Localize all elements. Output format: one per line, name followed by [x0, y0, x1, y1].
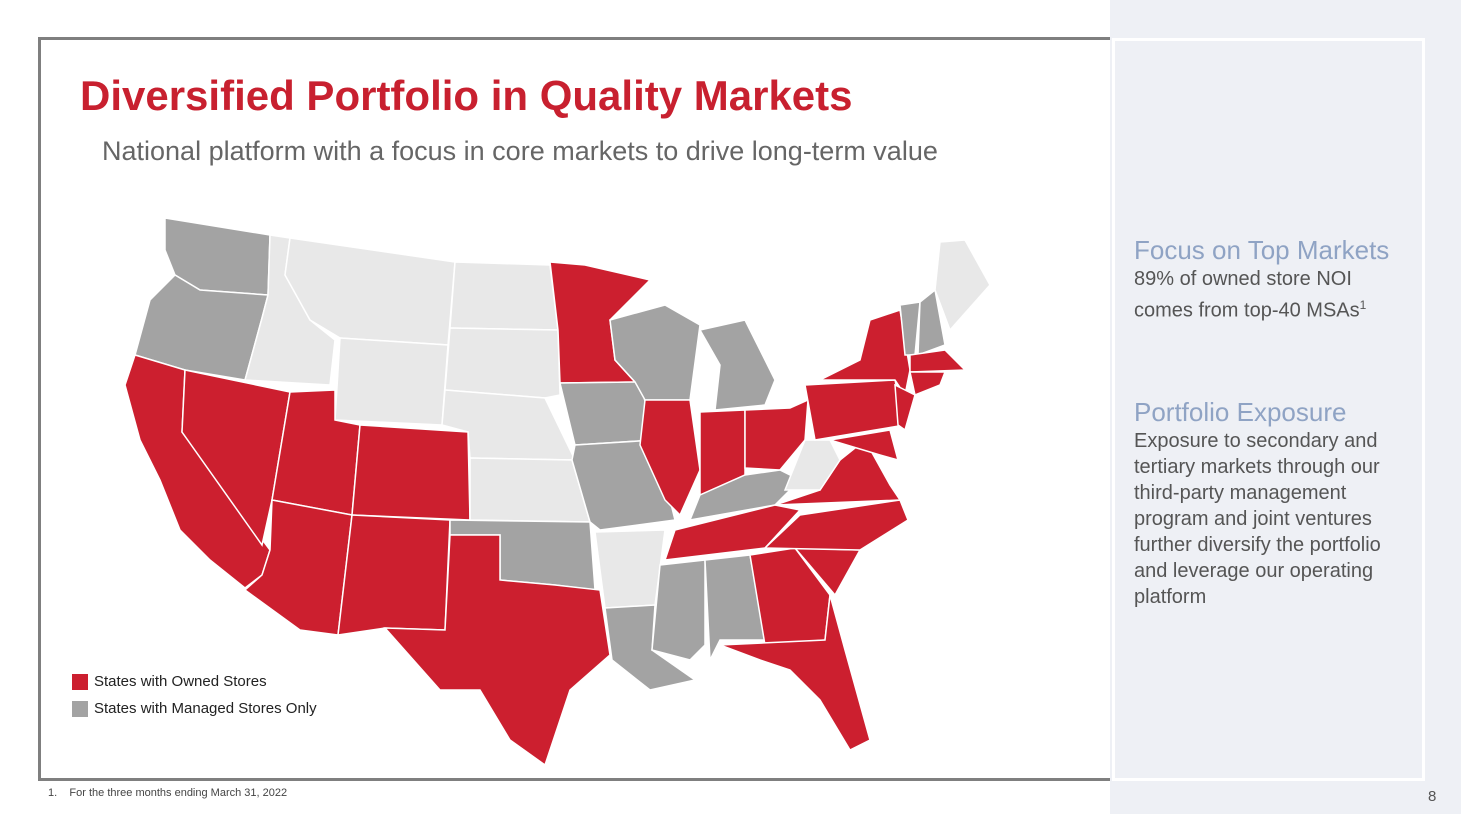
body-line: Exposure to secondary and [1134, 430, 1378, 452]
state-shape [698, 319, 776, 411]
state-shape [704, 554, 766, 663]
body-line: third-party management [1134, 482, 1347, 504]
body-line: platform [1134, 586, 1207, 608]
section-heading: Portfolio Exposure [1134, 397, 1347, 427]
us-map [124, 217, 991, 767]
footnote: 1. For the three months ending March 31,… [48, 787, 287, 799]
legend: States with Owned Stores States with Man… [72, 668, 317, 722]
state-shape [594, 529, 666, 609]
sidebar-panel [1110, 0, 1461, 814]
body-line: tertiary markets through our [1134, 456, 1380, 478]
body-line: further diversify the portfolio [1134, 534, 1381, 556]
state-shape [909, 371, 947, 397]
legend-label: States with Managed Stores Only [94, 700, 317, 717]
state-shape [909, 349, 967, 373]
state-shape [334, 337, 449, 426]
state-shape [383, 534, 611, 767]
body-line: comes from top-40 MSAs1 [1134, 292, 1454, 324]
body-text: comes from top-40 MSAs [1134, 299, 1360, 322]
state-shape [181, 369, 291, 547]
state-shape [469, 457, 592, 523]
state-shape [934, 239, 991, 332]
state-shape [651, 559, 706, 661]
state-shape [604, 604, 697, 691]
body-line: 89% of owned store NOI [1134, 268, 1352, 290]
footnote-text: For the three months ending March 31, 20… [69, 787, 288, 799]
state-shape [917, 288, 946, 357]
legend-label: States with Owned Stores [94, 673, 267, 690]
state-shape [337, 514, 451, 636]
state-shape [351, 424, 471, 521]
content-frame [38, 37, 1110, 781]
sidebar-section: Focus on Top Markets 89% of owned store … [1134, 234, 1454, 324]
section-heading: Focus on Top Markets [1134, 235, 1390, 265]
page-number: 8 [1428, 788, 1437, 805]
sidebar-frame [1112, 38, 1425, 781]
state-shape [639, 399, 701, 517]
subtitle: National platform with a focus in core m… [102, 136, 938, 166]
state-shape [783, 439, 841, 491]
state-shape [449, 261, 559, 331]
legend-item: States with Owned Stores [72, 668, 317, 695]
state-shape [829, 429, 900, 462]
legend-swatch [72, 700, 88, 717]
sidebar-section: Portfolio Exposure Exposure to secondary… [1134, 396, 1454, 610]
body-line: and leverage our operating [1134, 560, 1374, 582]
legend-item: States with Managed Stores Only [72, 695, 317, 722]
state-shape [763, 499, 909, 551]
superscript: 1 [1359, 298, 1367, 312]
state-shape [894, 383, 916, 432]
state-shape [719, 594, 871, 751]
body-line: program and joint ventures [1134, 508, 1372, 530]
state-shape [444, 327, 561, 399]
legend-swatch [72, 673, 88, 690]
footnote-marker: 1. [48, 787, 58, 799]
title: Diversified Portfolio in Quality Markets [80, 72, 853, 119]
